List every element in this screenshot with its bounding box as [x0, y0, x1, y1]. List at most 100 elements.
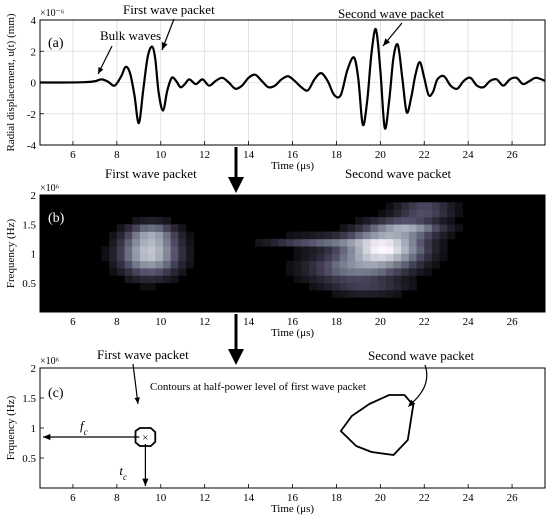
spectrogram-cell — [324, 246, 333, 254]
x-tick-label: 18 — [331, 316, 343, 328]
spectrogram-cell — [170, 253, 179, 262]
x-tick-label: 16 — [287, 492, 299, 504]
y-tick-label: 0.5 — [22, 453, 36, 465]
spectrogram-cell — [385, 231, 394, 240]
spectrogram-cell — [262, 238, 271, 247]
spectrogram-cell — [355, 260, 364, 269]
spectrogram-cell — [332, 268, 341, 276]
spectrogram-cell — [347, 268, 356, 276]
spectrogram-cell — [186, 253, 194, 262]
spectrogram-cell — [424, 209, 433, 218]
spectrogram-cell — [124, 231, 133, 240]
spectrogram-cell — [139, 268, 148, 276]
spectrogram-cell — [385, 282, 394, 291]
spectrogram-cell — [424, 260, 433, 269]
x-tick-label: 14 — [243, 149, 255, 161]
spectrogram-cell — [162, 231, 171, 240]
spectrogram-cell — [347, 231, 356, 240]
spectrogram-cell — [301, 268, 310, 276]
spectrogram-cell — [385, 209, 394, 218]
spectrogram-cell — [308, 238, 317, 247]
y-tick-label: 2 — [31, 363, 37, 375]
spectrogram-cell — [439, 253, 448, 262]
x-tick-label: 26 — [507, 316, 519, 328]
spectrogram-cell — [178, 224, 187, 232]
panel-label: (b) — [48, 211, 65, 226]
spectrogram-cell — [447, 224, 456, 232]
spectrogram-cell — [124, 224, 133, 232]
spectrogram-cell — [431, 216, 440, 225]
spectrogram-cell — [378, 282, 387, 291]
spectrogram-cell — [401, 282, 410, 291]
spectrogram-cell — [378, 253, 387, 262]
spectrogram-cell — [454, 209, 463, 218]
spectrogram-cell — [424, 202, 433, 210]
spectrogram-cell — [124, 268, 133, 276]
spectrogram-cell — [424, 246, 433, 254]
spectrogram-cell — [324, 260, 333, 269]
annotation-second-wave-packet: Second wave packet — [338, 6, 445, 21]
spectrogram-cell — [362, 275, 371, 284]
spectrogram-cell — [408, 224, 417, 232]
spectrogram-cell — [147, 268, 156, 276]
spectrogram-cell — [339, 282, 348, 291]
spectrogram-cell — [355, 282, 364, 291]
spectrogram-cell — [132, 260, 141, 269]
spectrogram-cell — [285, 268, 294, 276]
annotation-bulk-waves: Bulk waves — [100, 28, 161, 43]
spectrogram-cell — [155, 238, 164, 247]
x-tick-label: 18 — [331, 149, 343, 161]
arrow-first-wave-packet-head — [134, 397, 140, 404]
spectrogram-cell — [162, 268, 171, 276]
spectrogram-cell — [439, 246, 448, 254]
spectrogram-cell — [347, 260, 356, 269]
x-axis-label: Time (μs) — [271, 503, 314, 515]
spectrogram-cell — [385, 260, 394, 269]
spectrogram-cell — [316, 238, 325, 247]
x-tick-label: 14 — [243, 316, 255, 328]
spectrogram-cell — [139, 246, 148, 254]
spectrogram-cell — [385, 238, 394, 247]
spectrogram-cell — [308, 275, 317, 284]
spectrogram-cell — [378, 246, 387, 254]
spectrogram-cell — [370, 260, 379, 269]
spectrogram-cell — [385, 216, 394, 225]
spectrogram-cell — [401, 238, 410, 247]
spectrogram-cell — [339, 253, 348, 262]
spectrogram-cell — [416, 253, 425, 262]
y-tick-label: 2 — [31, 46, 37, 58]
spectrogram-cell — [155, 268, 164, 276]
spectrogram-cell — [378, 290, 387, 298]
spectrogram-cell — [385, 268, 394, 276]
spectrogram-cell — [408, 253, 417, 262]
spectrogram-cell — [178, 238, 187, 247]
spectrogram-cells — [101, 202, 463, 298]
spectrogram-cell — [370, 253, 379, 262]
spectrogram-cell — [116, 253, 125, 262]
flow-arrow-a-to-b-head — [228, 177, 244, 193]
spectrogram-cell — [339, 260, 348, 269]
spectrogram-cell — [147, 238, 156, 247]
y-tick-label: 4 — [31, 15, 37, 27]
spectrogram-cell — [332, 290, 341, 298]
spectrogram-cell — [124, 260, 133, 269]
spectrogram-cell — [393, 282, 402, 291]
spectrogram-cell — [439, 238, 448, 247]
spectrogram-cell — [170, 231, 179, 240]
spectrogram-cell — [170, 260, 179, 269]
spectrogram-cell — [332, 238, 341, 247]
spectrogram-cell — [101, 246, 110, 254]
y-tick-label: 1 — [31, 249, 37, 261]
x-axis-label: Time (μs) — [271, 160, 314, 172]
x-tick-label: 26 — [507, 492, 519, 504]
x-tick-label: 20 — [375, 316, 387, 328]
flow-arrows — [228, 147, 244, 365]
spectrogram-cell — [408, 282, 417, 291]
arrow-tc-head — [142, 478, 149, 486]
spectrogram-cell — [116, 231, 125, 240]
y-axis-label: Frquency (Hz) — [5, 395, 17, 460]
spectrogram-cell — [431, 224, 440, 232]
spectrogram-cell — [124, 246, 133, 254]
